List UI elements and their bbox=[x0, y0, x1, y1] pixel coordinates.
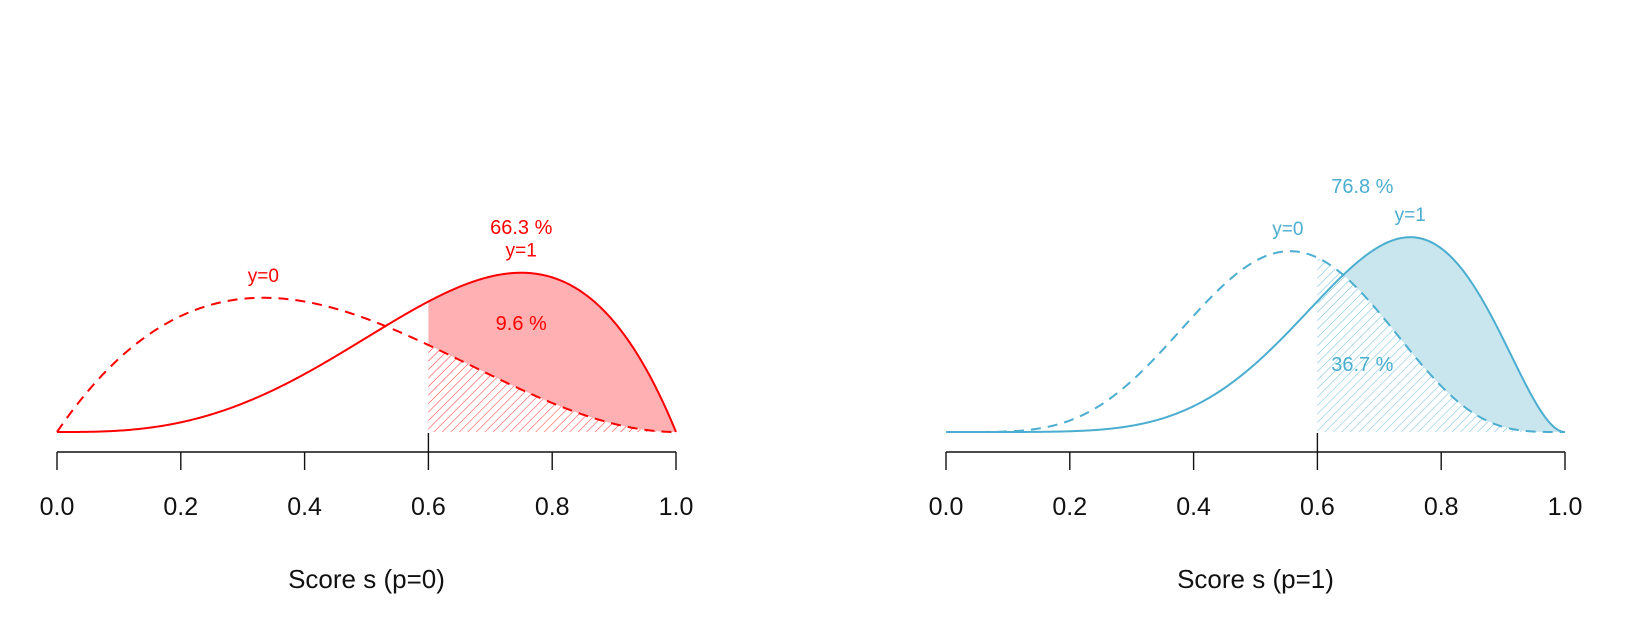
curve-y0 bbox=[56, 296, 677, 433]
chart-panel-2: y=0 y=176.8 % 36.7 % 0.0 0.2 0.4 0.6 0.8 1.0 Scor… bbox=[929, 176, 1583, 594]
series-label-y0: y=0 bbox=[248, 266, 279, 287]
x-tick-label: 0.8 bbox=[1424, 493, 1459, 521]
series-label-y0: y=0 bbox=[1272, 219, 1303, 240]
series-label-y1: y=1 bbox=[506, 241, 537, 262]
area-y0-above-threshold bbox=[428, 345, 676, 432]
percent-label-y1: 76.8 % bbox=[1331, 176, 1393, 198]
x-tick-label: 0.4 bbox=[287, 493, 322, 521]
x-tick-label: 0.2 bbox=[163, 493, 198, 521]
percent-label-y1: 66.3 % bbox=[490, 217, 552, 239]
percent-label-y0: 9.6 % bbox=[496, 313, 547, 335]
x-axis-label: Score s (p=0) bbox=[288, 564, 445, 594]
x-tick-label: 0.2 bbox=[1052, 493, 1087, 521]
x-tick-label: 0.0 bbox=[929, 493, 964, 521]
x-tick-label: 0.6 bbox=[1300, 493, 1335, 521]
x-tick-label: 0.4 bbox=[1176, 493, 1211, 521]
curve-y1 bbox=[57, 271, 677, 433]
x-tick-label: 0.6 bbox=[411, 493, 446, 521]
curve-y0 bbox=[946, 250, 1565, 433]
x-axis-label: Score s (p=1) bbox=[1177, 564, 1334, 594]
x-tick-label: 1.0 bbox=[1548, 493, 1583, 521]
series-label-y1: y=1 bbox=[1395, 205, 1426, 226]
x-tick-label: 0.0 bbox=[40, 493, 75, 521]
area-y0-above-threshold bbox=[1317, 257, 1565, 432]
chart-panel-1: y=0 y=166.3 % 9.6 % 0.0 0.2 0.4 0.6 0.8 1.0 Score… bbox=[40, 217, 694, 594]
x-tick-label: 0.8 bbox=[535, 493, 570, 521]
percent-label-y0: 36.7 % bbox=[1331, 354, 1393, 376]
curve-y1 bbox=[946, 236, 1566, 433]
x-tick-label: 1.0 bbox=[659, 493, 694, 521]
